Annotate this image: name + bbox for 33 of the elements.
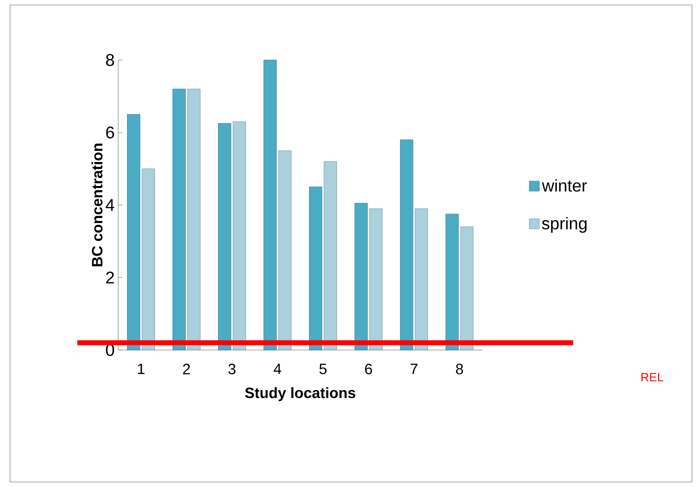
bar [172,88,186,350]
y-tick-label: 6 [106,126,114,138]
bar [354,202,368,350]
x-tick-label: 5 [319,364,327,374]
x-tick-label: 3 [228,364,236,374]
y-tick-label: 2 [106,272,114,284]
x-tick-label: 7 [410,364,418,374]
bar [127,114,140,350]
x-tick-label: 4 [274,364,282,374]
x-tick-label: 6 [365,364,372,374]
bar [414,208,428,350]
legend-label: spring [542,216,587,233]
y-axis-title: BC concentration [92,144,102,266]
bar [369,208,382,350]
bar [309,186,322,350]
x-tick-label: 1 [138,364,144,374]
bar [278,150,292,350]
ref-line-label: REL [641,373,664,382]
bar [460,226,474,350]
bar [324,161,337,350]
bar [218,123,232,350]
bar [400,140,414,350]
y-tick-label: 8 [106,54,114,66]
x-tick-label: 8 [456,364,463,374]
x-tick-label: 2 [183,364,190,374]
y-tick-label: 4 [106,199,114,211]
bar [187,88,200,350]
x-axis-title: Study locations [245,387,356,402]
legend-label: winter [542,179,587,192]
bar [232,121,246,350]
bar [446,214,459,350]
bar [264,60,277,350]
bar [142,168,155,350]
